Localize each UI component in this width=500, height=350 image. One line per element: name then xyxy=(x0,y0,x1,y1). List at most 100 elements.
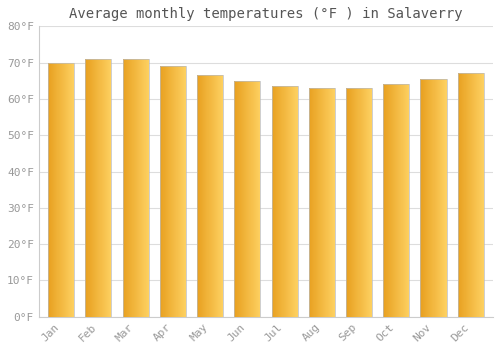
Bar xyxy=(62,63,63,317)
Bar xyxy=(217,75,218,317)
Bar xyxy=(314,88,315,317)
Bar xyxy=(235,81,236,317)
Bar xyxy=(348,88,349,317)
Bar xyxy=(315,88,316,317)
Bar xyxy=(129,59,130,317)
Bar xyxy=(394,84,395,317)
Bar xyxy=(245,81,246,317)
Bar xyxy=(278,86,279,317)
Bar xyxy=(108,59,109,317)
Bar xyxy=(355,88,356,317)
Bar xyxy=(236,81,237,317)
Bar xyxy=(130,59,131,317)
Bar xyxy=(53,63,54,317)
Bar xyxy=(389,84,390,317)
Bar xyxy=(312,88,313,317)
Bar xyxy=(210,75,211,317)
Bar xyxy=(397,84,398,317)
Bar xyxy=(434,79,435,317)
Bar xyxy=(464,74,465,317)
Bar xyxy=(99,59,100,317)
Bar xyxy=(238,81,239,317)
Bar xyxy=(422,79,423,317)
Bar xyxy=(392,84,393,317)
Bar xyxy=(386,84,387,317)
Bar xyxy=(179,66,180,317)
Bar xyxy=(50,63,51,317)
Bar xyxy=(100,59,101,317)
Bar xyxy=(288,86,289,317)
Bar xyxy=(72,63,73,317)
Bar xyxy=(326,88,327,317)
Bar xyxy=(166,66,167,317)
Bar xyxy=(160,66,161,317)
Bar xyxy=(407,84,408,317)
Bar xyxy=(205,75,206,317)
Bar xyxy=(393,84,394,317)
Bar xyxy=(425,79,426,317)
Bar xyxy=(327,88,328,317)
Bar xyxy=(90,59,91,317)
Bar xyxy=(460,74,461,317)
Bar xyxy=(398,84,399,317)
Bar xyxy=(292,86,293,317)
Bar xyxy=(63,63,64,317)
Bar xyxy=(107,59,108,317)
Bar xyxy=(273,86,274,317)
Title: Average monthly temperatures (°F ) in Salaverry: Average monthly temperatures (°F ) in Sa… xyxy=(69,7,462,21)
Bar xyxy=(162,66,163,317)
Bar xyxy=(371,88,372,317)
Bar xyxy=(208,75,209,317)
Bar xyxy=(369,88,370,317)
Bar xyxy=(200,75,201,317)
Bar xyxy=(234,81,260,317)
Bar xyxy=(283,86,284,317)
Bar xyxy=(222,75,223,317)
Bar xyxy=(391,84,392,317)
Bar xyxy=(483,74,484,317)
Bar xyxy=(127,59,128,317)
Bar xyxy=(146,59,147,317)
Bar xyxy=(437,79,438,317)
Bar xyxy=(122,59,123,317)
Bar xyxy=(182,66,183,317)
Bar xyxy=(458,74,483,317)
Bar xyxy=(98,59,99,317)
Bar xyxy=(291,86,292,317)
Bar xyxy=(91,59,92,317)
Bar xyxy=(65,63,66,317)
Bar xyxy=(55,63,56,317)
Bar xyxy=(287,86,288,317)
Bar xyxy=(60,63,61,317)
Bar xyxy=(334,88,335,317)
Bar xyxy=(104,59,105,317)
Bar xyxy=(70,63,71,317)
Bar xyxy=(71,63,72,317)
Bar xyxy=(48,63,49,317)
Bar xyxy=(404,84,405,317)
Bar xyxy=(141,59,142,317)
Bar xyxy=(316,88,317,317)
Bar xyxy=(276,86,277,317)
Bar xyxy=(103,59,104,317)
Bar xyxy=(134,59,135,317)
Bar xyxy=(88,59,89,317)
Bar xyxy=(400,84,401,317)
Bar xyxy=(147,59,148,317)
Bar xyxy=(185,66,186,317)
Bar xyxy=(86,59,112,317)
Bar xyxy=(432,79,433,317)
Bar xyxy=(67,63,68,317)
Bar xyxy=(56,63,57,317)
Bar xyxy=(296,86,297,317)
Bar xyxy=(295,86,296,317)
Bar xyxy=(177,66,178,317)
Bar xyxy=(351,88,352,317)
Bar xyxy=(252,81,253,317)
Bar xyxy=(173,66,174,317)
Bar xyxy=(474,74,475,317)
Bar xyxy=(285,86,286,317)
Bar xyxy=(359,88,360,317)
Bar xyxy=(332,88,333,317)
Bar xyxy=(212,75,213,317)
